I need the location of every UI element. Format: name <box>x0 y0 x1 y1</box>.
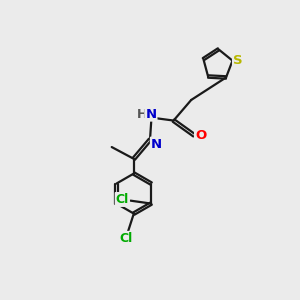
Text: N: N <box>145 108 156 121</box>
Text: H: H <box>137 108 147 121</box>
Text: N: N <box>151 138 162 151</box>
Text: S: S <box>233 54 243 67</box>
Text: Cl: Cl <box>116 193 129 206</box>
Text: Cl: Cl <box>120 232 133 245</box>
Text: O: O <box>195 129 206 142</box>
